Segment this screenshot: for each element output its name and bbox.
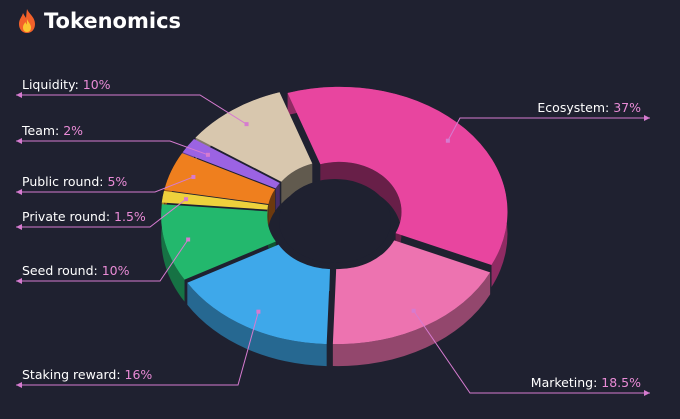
label-staking-reward: Staking reward: 16% [22,367,152,382]
arrowhead-team [16,138,22,144]
slice-inner-wall-public-round [268,189,276,227]
leader-dot-marketing [411,308,416,313]
arrowhead-marketing [644,390,650,396]
label-ecosystem: Ecosystem: 37% [537,100,641,115]
leader-line-marketing [413,310,650,394]
label-name: Team: [21,123,63,138]
label-value: 1.5% [114,209,146,224]
leader-dot-team [205,152,210,157]
slice-side-staking-reward [187,282,327,367]
arrowhead-staking-reward [16,382,22,388]
label-name: Ecosystem: [537,100,613,115]
label-value: 18.5% [601,375,641,390]
donut-hole [279,179,391,263]
slice-inner-wall-liquidity [281,163,313,204]
slice-inner-wall-team [275,183,280,211]
slice-marketing [332,240,491,345]
slice-side-seed-round [161,204,185,302]
slice-private-round [161,190,269,210]
leader-dot-public-round [191,174,196,179]
leader-dot-staking-reward [256,309,261,314]
leader-dot-ecosystem [445,138,450,143]
leader-dot-seed-round [186,237,191,242]
title-text: Tokenomics [44,9,182,33]
label-value: 5% [107,174,127,189]
label-value: 2% [63,123,83,138]
leader-dot-private-round [184,197,189,202]
label-value: 10% [83,77,111,92]
chart-title: Tokenomics [16,8,181,34]
label-name: Seed round: [22,263,102,278]
slice-team [182,138,280,189]
leader-dot-liquidity [244,122,249,127]
leader-line-public-round [16,176,194,193]
label-team: Team: 2% [21,123,83,138]
arrowhead-private-round [16,224,22,230]
leader-line-seed-round [16,239,189,282]
label-name: Public round: [22,174,107,189]
slice-public-round [164,153,276,205]
label-name: Liquidity: [22,77,83,92]
slice-seed-round [161,204,276,280]
label-value: 10% [102,263,130,278]
leader-line-ecosystem [447,117,650,141]
arrowhead-public-round [16,189,22,195]
label-private-round: Private round: 1.5% [22,209,146,224]
slice-liquidity [195,92,313,182]
leader-line-liquidity [16,94,247,125]
label-name: Marketing: [531,375,601,390]
slice-side-marketing [332,272,491,367]
label-value: 37% [613,100,641,115]
label-value: 16% [125,367,153,382]
leader-line-private-round [16,198,187,228]
label-seed-round: Seed round: 10% [22,263,130,278]
arrowhead-seed-round [16,278,22,284]
slice-inner-wall-ecosystem [320,161,402,256]
label-name: Private round: [22,209,114,224]
label-public-round: Public round: 5% [22,174,127,189]
arrowhead-liquidity [16,92,22,98]
fire-icon [16,8,38,34]
arrowhead-ecosystem [644,115,650,121]
label-liquidity: Liquidity: 10% [22,77,111,92]
slice-staking-reward [187,244,330,345]
label-name: Staking reward: [22,367,125,382]
leader-line-staking-reward [16,311,259,386]
label-marketing: Marketing: 18.5% [531,375,641,390]
leader-line-team [16,140,209,156]
